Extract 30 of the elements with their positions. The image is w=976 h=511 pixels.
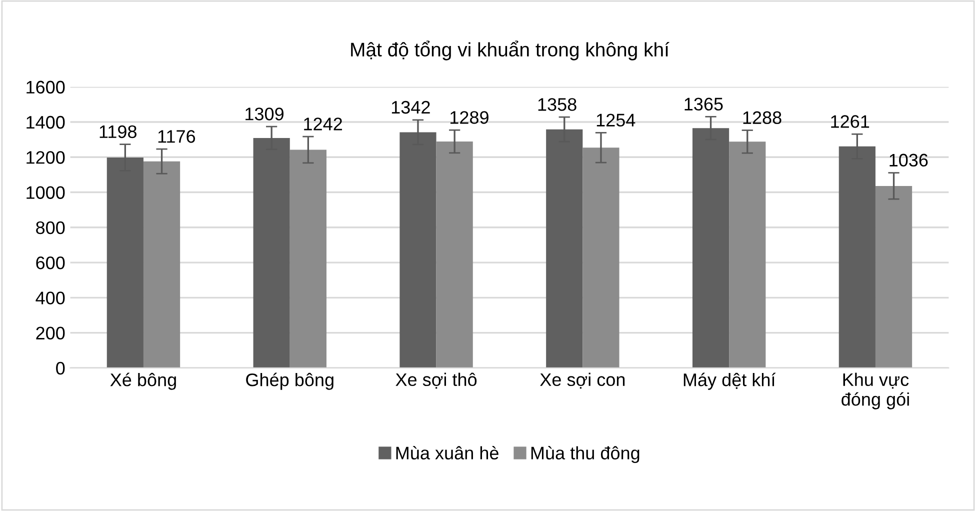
y-tick-label: 1200	[26, 151, 65, 164]
data-label: 1198	[100, 125, 136, 138]
data-label: 1358	[538, 98, 576, 111]
x-tick-label: Xé bông	[110, 372, 176, 390]
y-tick-label: 1400	[26, 116, 65, 129]
data-label: 1309	[246, 108, 284, 120]
x-tick-label: Xe sợi con	[540, 372, 625, 389]
data-label: 1261	[831, 115, 870, 128]
data-label: 1365	[684, 98, 723, 111]
y-tick-label: 400	[36, 292, 65, 304]
x-tick-label: Máy dệt khí	[684, 372, 776, 390]
y-tick-label: 600	[36, 256, 65, 270]
data-label: 1288	[743, 111, 782, 124]
y-tick-label: 800	[36, 221, 65, 234]
x-tick-label: Xe sợi thô	[396, 372, 477, 389]
data-label: 1242	[304, 118, 342, 130]
chart-title: Mật độ tổng vi khuẩn trong không khí	[351, 40, 670, 60]
legend-label: Mùa thu đông	[531, 446, 640, 464]
y-tick-label: 200	[36, 326, 65, 340]
data-label: 1036	[890, 154, 928, 167]
legend-label: Mùa xuân hè	[396, 446, 498, 460]
x-tick-label: Ghép bông	[246, 372, 334, 390]
data-label: 1254	[596, 114, 636, 127]
data-label: 1342	[392, 100, 430, 114]
x-tick-label: Khu vực đóng gói	[842, 372, 909, 410]
y-tick-label: 1000	[26, 186, 65, 199]
y-tick-label: 1600	[26, 80, 65, 94]
y-tick-label: 0	[56, 362, 65, 375]
data-label: 1289	[450, 111, 488, 124]
data-label: 1176	[158, 130, 196, 143]
